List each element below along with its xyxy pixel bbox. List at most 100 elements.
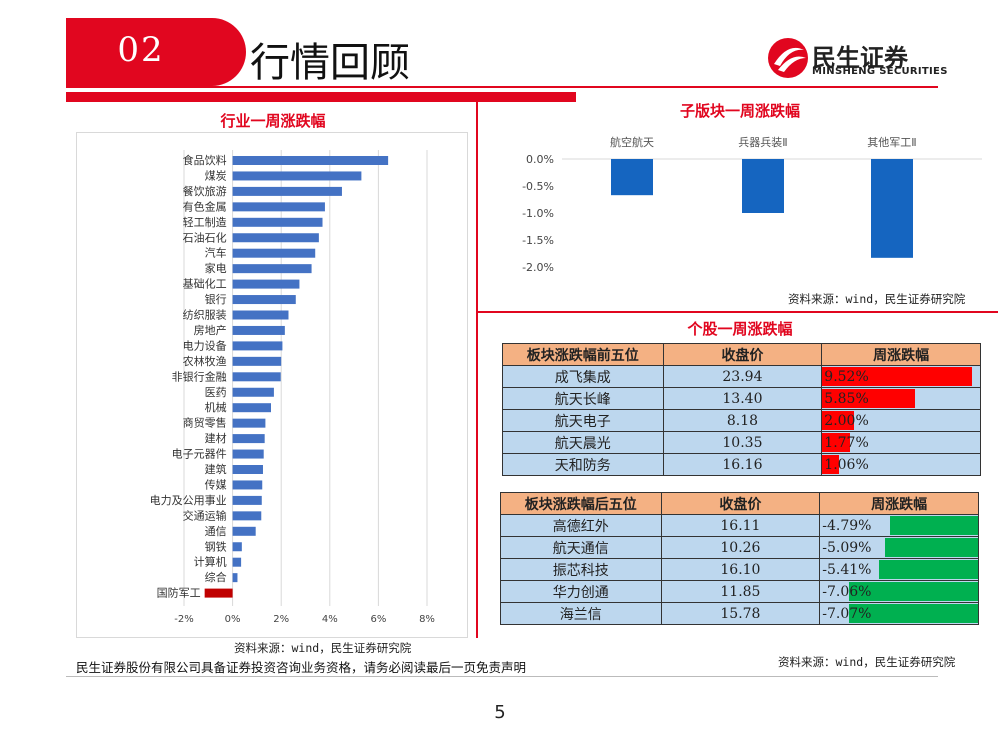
category-label: 其他军工Ⅱ bbox=[867, 136, 916, 149]
weekly-change: -7.07% bbox=[819, 602, 979, 625]
bar bbox=[232, 387, 274, 397]
column-bar bbox=[871, 159, 913, 258]
col-header: 周涨跌幅 bbox=[821, 343, 981, 366]
y-tick-label: -1.0% bbox=[522, 207, 554, 220]
category-label: 汽车 bbox=[205, 246, 227, 260]
col-header: 周涨跌幅 bbox=[819, 492, 979, 515]
footer-divider bbox=[66, 676, 938, 677]
table-row: 振芯科技 16.10 -5.41% bbox=[500, 558, 979, 581]
close-price: 10.26 bbox=[660, 536, 821, 559]
bar bbox=[232, 465, 263, 474]
category-label: 机械 bbox=[205, 400, 227, 414]
close-price: 10.35 bbox=[662, 431, 823, 454]
category-label: 通信 bbox=[205, 525, 227, 538]
industry-chart-title: 行业一周涨跌幅 bbox=[220, 112, 326, 130]
weekly-change: -4.79% bbox=[819, 514, 979, 537]
close-price: 8.18 bbox=[662, 409, 823, 432]
category-label: 钢铁 bbox=[205, 540, 227, 553]
bar bbox=[232, 233, 319, 243]
bar bbox=[232, 171, 362, 181]
change-text: 2.00% bbox=[824, 412, 869, 429]
section-tab bbox=[66, 18, 246, 86]
category-label: 基础化工 bbox=[183, 277, 227, 291]
stock-name: 华力创通 bbox=[500, 580, 662, 603]
category-label: 综合 bbox=[205, 570, 227, 584]
x-tick-label: -2% bbox=[174, 614, 193, 625]
x-tick-label: 0% bbox=[225, 614, 241, 625]
horizontal-divider bbox=[478, 311, 998, 313]
logo-english: MINSHENG SECURITIES bbox=[812, 66, 948, 77]
table-row: 海兰信 15.78 -7.07% bbox=[500, 602, 979, 625]
category-label: 计算机 bbox=[194, 555, 227, 569]
change-text: 1.06% bbox=[824, 456, 869, 473]
bottom-five-table: 板块涨跌幅后五位 收盘价 周涨跌幅 高德红外 16.11 -4.79% 航天通信 10.… bbox=[500, 492, 979, 625]
bar bbox=[232, 310, 289, 320]
change-text: -5.41% bbox=[822, 561, 872, 578]
bar bbox=[232, 403, 271, 413]
table-row: 华力创通 11.85 -7.06% bbox=[500, 580, 979, 603]
weekly-change: 2.00% bbox=[821, 409, 981, 432]
table-row: 高德红外 16.11 -4.79% bbox=[500, 514, 979, 537]
category-label: 食品饮料 bbox=[183, 153, 227, 167]
industry-bar-chart: -2% 0% 2% 4% 6% 8% 食品饮料煤炭餐饮旅游有色金属轻工制造石油石化汽车家电基… bbox=[76, 132, 468, 638]
category-label: 医药 bbox=[205, 386, 227, 399]
category-label: 兵器兵装Ⅱ bbox=[738, 136, 787, 149]
stocks-title: 个股一周涨跌幅 bbox=[687, 320, 793, 338]
category-label: 煤炭 bbox=[205, 169, 227, 182]
change-text: 9.52% bbox=[824, 368, 869, 385]
category-label: 农林牧渔 bbox=[183, 354, 227, 368]
vertical-divider bbox=[476, 102, 478, 638]
category-label: 石油石化 bbox=[183, 230, 227, 244]
stock-name: 振芯科技 bbox=[500, 558, 662, 581]
table-row: 航天电子 8.18 2.00% bbox=[502, 409, 981, 432]
bar bbox=[232, 202, 325, 212]
col-header: 收盘价 bbox=[662, 343, 823, 366]
logo-name: 民生证券 bbox=[812, 44, 908, 72]
change-bar bbox=[822, 367, 973, 386]
category-label: 航空航天 bbox=[610, 135, 654, 149]
category-label: 国防军工 bbox=[157, 586, 201, 600]
weekly-change: -5.41% bbox=[819, 558, 979, 581]
section-number: 02 bbox=[117, 30, 165, 70]
change-text: -4.79% bbox=[822, 517, 872, 534]
header-divider bbox=[66, 86, 938, 88]
close-price: 16.16 bbox=[662, 453, 823, 476]
stock-name: 海兰信 bbox=[500, 602, 662, 625]
minsheng-logo-icon bbox=[768, 38, 808, 78]
stock-name: 航天电子 bbox=[502, 409, 664, 432]
close-price: 16.10 bbox=[660, 558, 821, 581]
bar bbox=[232, 156, 389, 165]
page-title: 行情回顾 bbox=[250, 40, 410, 86]
bar bbox=[232, 526, 256, 536]
bar bbox=[232, 186, 342, 196]
category-label: 电力设备 bbox=[183, 338, 227, 352]
close-price: 11.85 bbox=[660, 580, 821, 603]
weekly-change: 5.85% bbox=[821, 387, 981, 410]
close-price: 15.78 bbox=[660, 602, 821, 625]
stock-name: 航天通信 bbox=[500, 536, 662, 559]
change-bar bbox=[848, 582, 978, 601]
change-bar bbox=[822, 411, 854, 430]
change-bar bbox=[848, 604, 978, 623]
top-five-table: 板块涨跌幅前五位 收盘价 周涨跌幅 成飞集成 23.94 9.52% 航天长峰 13.4… bbox=[502, 343, 981, 476]
stock-name: 成飞集成 bbox=[502, 365, 664, 388]
bar bbox=[232, 557, 242, 567]
column-bar bbox=[742, 159, 784, 213]
y-tick-label: 0.0% bbox=[526, 153, 554, 166]
x-tick-label: 8% bbox=[419, 614, 435, 625]
weekly-change: -5.09% bbox=[819, 536, 979, 559]
bar bbox=[232, 573, 238, 583]
weekly-change: -7.06% bbox=[819, 580, 979, 603]
category-label: 电力及公用事业 bbox=[150, 494, 227, 507]
bar bbox=[232, 217, 323, 227]
close-price: 16.11 bbox=[660, 514, 821, 537]
close-price: 13.40 bbox=[662, 387, 823, 410]
weekly-change: 1.06% bbox=[821, 453, 981, 476]
bar bbox=[232, 279, 300, 289]
category-label: 纺织服装 bbox=[183, 308, 227, 322]
category-label: 建材 bbox=[205, 431, 227, 445]
category-label: 传媒 bbox=[205, 478, 227, 491]
bar bbox=[232, 341, 283, 351]
change-text: -7.07% bbox=[822, 605, 872, 622]
change-bar bbox=[822, 455, 839, 474]
